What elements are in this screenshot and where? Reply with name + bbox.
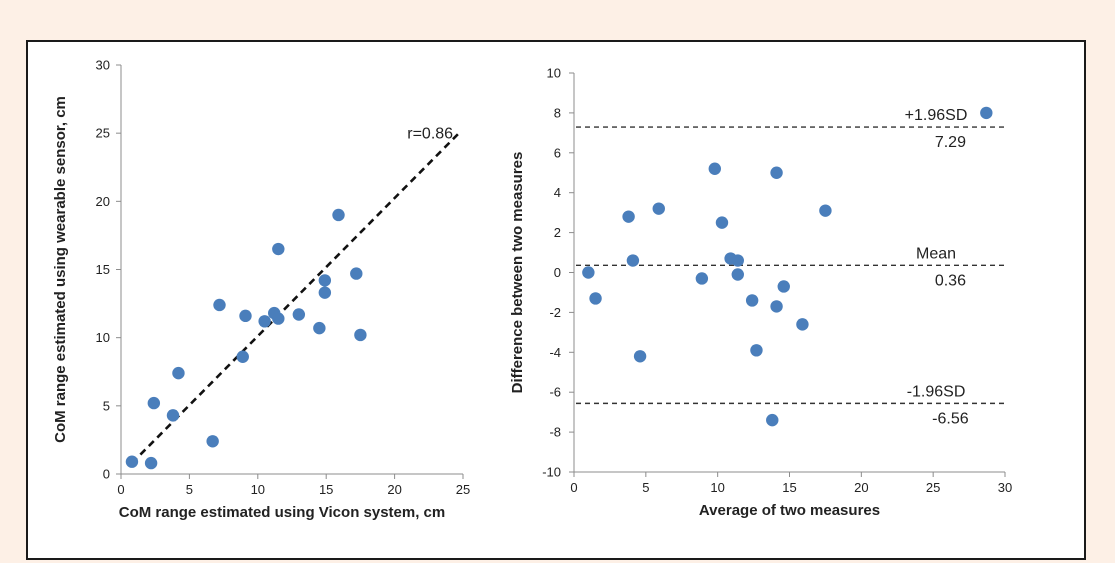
data-point [236,350,249,363]
data-point [144,456,158,470]
data-point [770,300,783,313]
reference-line-value: -6.56 [932,410,969,427]
data-point [589,292,602,305]
data-point [172,366,185,380]
y-tick-label: -2 [549,305,561,320]
data-point [652,202,665,215]
data-point [745,294,759,307]
data-point [796,318,809,331]
data-point [582,266,595,279]
y-tick-label: 20 [96,194,110,209]
y-tick-label: -4 [549,345,561,360]
y-axis-title: CoM range estimated using wearable senso… [52,96,69,443]
data-point [166,409,180,422]
data-point [695,272,709,285]
data-point [332,208,345,222]
y-tick-label: -6 [549,385,561,400]
data-point [980,106,993,120]
x-tick-label: 30 [998,480,1012,495]
reference-line-value: 7.29 [935,134,966,151]
reference-line-label: Mean [916,245,956,262]
x-tick-label: 0 [570,480,577,495]
data-point [125,455,139,468]
data-point [708,162,721,175]
y-tick-label: 0 [554,265,561,280]
data-point [731,254,744,267]
x-tick-label: 25 [456,482,470,497]
x-axis-title: Average of two measures [699,502,880,519]
x-tick-label: 10 [251,482,265,497]
y-tick-label: 2 [554,225,561,240]
y-tick-label: 30 [96,58,110,73]
data-point [354,328,367,342]
data-point [626,254,640,267]
data-point [622,210,635,223]
data-point [766,413,779,427]
data-point [258,315,271,328]
x-tick-label: 5 [642,480,649,495]
y-tick-label: -8 [549,425,561,440]
y-tick-label: 6 [554,145,561,160]
y-tick-label: -10 [542,465,561,480]
y-tick-label: 5 [103,398,110,413]
data-point [206,435,219,448]
x-tick-label: 15 [782,480,796,495]
data-point [819,204,832,217]
y-tick-label: 25 [96,126,110,141]
figure-panel: 0 5 10 15 20 25 30 0 5 10 15 20 25 CoM range estimate… [26,40,1086,560]
y-axis-title: Difference between two measures [509,152,526,394]
x-tick-label: 5 [186,482,193,497]
correlation-scatter-plot: 0 5 10 15 20 25 30 0 5 10 15 20 25 CoM range estimate… [52,58,470,522]
data-point [313,321,326,335]
data-point [715,216,729,229]
bland-altman-plot: -10 -8 -6 -4 -2 0 2 4 6 8 10 0 5 10 15 20 25 30 Average of… [509,66,1012,520]
trendline [131,130,462,465]
data-point [777,280,790,293]
data-point [318,274,332,287]
y-tick-label: 4 [554,185,561,200]
data-point [239,309,252,323]
reference-line-label: -1.96SD [907,383,966,400]
data-point [272,312,285,325]
y-tick-label: 8 [554,105,561,120]
x-tick-label: 15 [319,482,333,497]
data-point [731,268,744,281]
data-point [750,344,763,357]
data-point [633,350,647,363]
data-point [292,308,306,321]
data-point [318,286,332,299]
data-point [272,242,285,256]
x-tick-label: 25 [926,480,940,495]
y-tick-label: 10 [547,66,561,81]
data-point [147,396,161,410]
correlation-annotation: r=0.86 [407,126,453,143]
x-tick-label: 20 [387,482,401,497]
reference-line-value: 0.36 [935,272,966,289]
y-tick-label: 0 [103,467,110,482]
data-point [350,267,363,280]
reference-line-label: +1.96SD [905,107,968,124]
x-tick-label: 0 [117,482,124,497]
x-axis-title: CoM range estimated using Vicon system, … [119,504,445,521]
data-point [770,166,783,179]
y-tick-label: 10 [96,330,110,345]
x-tick-label: 20 [854,480,868,495]
data-point [213,298,226,312]
y-tick-label: 15 [96,262,110,277]
x-tick-label: 10 [710,480,724,495]
